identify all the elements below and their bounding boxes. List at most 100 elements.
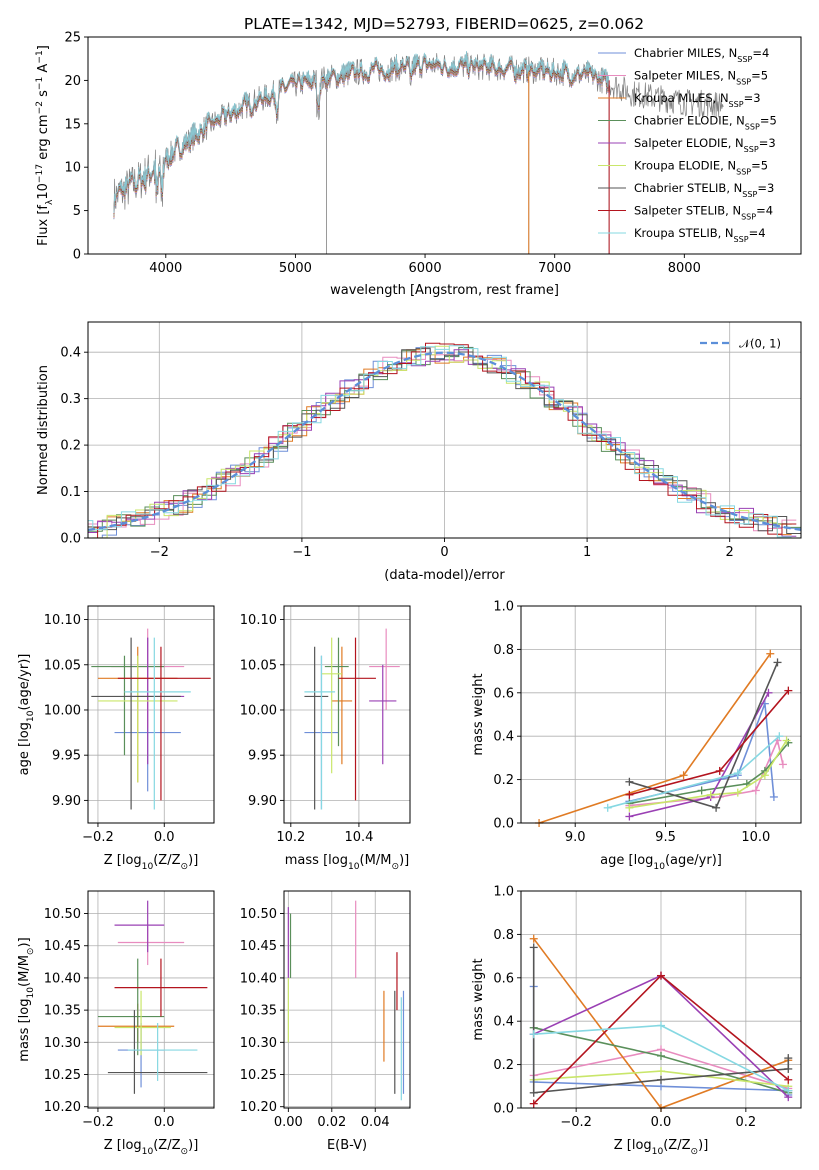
age-vs-mass-xlabel-part: mass [log — [285, 853, 348, 868]
residual-ylabel: Normed distribution — [36, 365, 51, 495]
y-tick-label: 0.8 — [493, 928, 514, 943]
histogram-kroupa-miles — [88, 346, 792, 536]
histogram-kroupa-stelib — [88, 345, 792, 538]
spectrum-frame: 4000 5000 6000 7000 8000 0 5 10 15 20 25 — [64, 31, 802, 276]
x-tick-label: 2 — [726, 545, 734, 560]
y-tick-label: 10.30 — [240, 1036, 277, 1051]
age-vs-mass-axes — [284, 606, 410, 823]
residual-xlabel: (data-model)/error — [384, 568, 505, 583]
histograms — [88, 342, 801, 538]
y-tick-label: 9.95 — [52, 749, 81, 764]
mass-weight-vs-z-xlabel-part: Z [log — [614, 1138, 652, 1153]
legend-label-part: SSP — [737, 55, 752, 64]
mass-vs-z-ylabel-part: )] — [17, 937, 32, 947]
legend-label-part: Kroupa MILES, N — [634, 91, 729, 105]
axes-frame — [283, 890, 411, 1109]
legend-label: Kroupa ELODIE, NSSP=5 — [634, 159, 768, 177]
y-tick-label: 0.8 — [493, 643, 514, 658]
legend-label-part: SSP — [736, 167, 751, 176]
spectrum-ylabel: Flux [fλ10−17 erg cm−2 s−1 A−1] — [35, 45, 55, 246]
y-tick-label: 10.10 — [44, 613, 81, 628]
legend-label-part: SSP — [742, 190, 757, 199]
x-tick-label: 0.2 — [736, 1115, 757, 1130]
y-tick-label: 0 — [73, 248, 81, 263]
y-tick-label: 10.40 — [240, 971, 277, 986]
y-tick-label: 0.2 — [493, 773, 514, 788]
y-tick-label: 1.0 — [493, 600, 514, 615]
age-vs-z-ylabel-part: (age/yr)] — [17, 654, 32, 711]
model-spectrum-kroupa-stelib — [113, 50, 610, 214]
y-tick-label: 10.00 — [44, 703, 81, 718]
legend-label-part: =5 — [760, 114, 777, 128]
spectrum-ylabel-part: −17 — [35, 164, 45, 183]
y-tick-label: 0.4 — [493, 1015, 514, 1030]
age-vs-z-points — [91, 628, 211, 810]
x-tick-label: −0.2 — [82, 830, 114, 845]
legend-label-part: =4 — [752, 46, 769, 60]
age-vs-mass-xlabel-part: 10 — [348, 862, 360, 872]
spectrum-ylabel-part: λ — [45, 199, 55, 205]
axes-frame — [87, 890, 215, 1109]
x-tick-label: −1 — [292, 545, 311, 560]
x-tick-label: 5000 — [279, 261, 312, 276]
series-line — [538, 653, 771, 824]
age-vs-z-ylabel-part: age [log — [17, 722, 32, 775]
mass-vs-z-ylabel-part: 10 — [26, 987, 36, 999]
y-tick-label: 10.35 — [240, 1004, 277, 1019]
legend-label-part: Salpeter MILES, N — [634, 69, 736, 83]
spectrum-ylabel-part: −1 — [35, 77, 45, 90]
age-vs-z-xlabel-part: (Z/Z — [153, 853, 180, 868]
x-tick-label: 10.2 — [276, 830, 305, 845]
age-vs-mass-frame: 10.2 10.4 9.90 9.95 10.00 10.05 10.10 — [240, 605, 411, 845]
age-vs-z-xlabel: Z [log10(Z/Z⊙)] — [104, 853, 199, 872]
x-tick-label: −2 — [150, 545, 169, 560]
x-tick-label: 0.0 — [154, 1115, 175, 1130]
y-tick-label: 10.25 — [240, 1068, 277, 1083]
legend-label-part: Chabrier ELODIE, N — [634, 114, 745, 128]
residual-legend: 𝒩(0, 1) — [700, 337, 781, 351]
y-tick-label: 0.2 — [493, 1058, 514, 1073]
y-tick-label: 20 — [64, 74, 81, 89]
residuals-frame: −2 −1 0 1 2 0.0 0.1 0.2 0.3 0.4 — [60, 321, 802, 560]
plot-layer: 4000 5000 6000 7000 80000510152025wavelength… — [17, 31, 802, 1157]
y-tick-label: 10.05 — [44, 658, 81, 673]
mass-vs-z-axes — [88, 891, 214, 1108]
y-tick-label: 10.25 — [44, 1068, 81, 1083]
mass-vs-z-xlabel-part: Z [log — [104, 1138, 142, 1153]
legend-label-part: Salpeter STELIB, N — [634, 204, 741, 218]
spectrum-ylabel-part: ] — [36, 45, 51, 50]
data-spectrum — [113, 52, 724, 220]
x-tick-label: 9.0 — [565, 830, 586, 845]
x-tick-label: 9.5 — [655, 830, 676, 845]
legend-label-part: Chabrier STELIB, N — [634, 181, 742, 195]
x-tick-label: −0.2 — [560, 1115, 592, 1130]
legend-label-part: SSP — [729, 100, 744, 109]
legend-label-part: SSP — [734, 235, 749, 244]
histogram-kroupa-elodie — [92, 345, 792, 538]
y-tick-label: 25 — [64, 31, 81, 46]
mass-vs-ebv-points — [287, 900, 405, 1101]
mass-weight-vs-z-xlabel-part: (Z/Z — [663, 1138, 690, 1153]
legend-label: Salpeter ELODIE, NSSP=3 — [634, 136, 776, 154]
mass-weight-vs-z-xlabel: Z [log10(Z/Z⊙)] — [614, 1138, 709, 1157]
y-tick-label: 10.20 — [44, 1100, 81, 1115]
y-tick-label: 10.35 — [44, 1004, 81, 1019]
mass-weight-vs-z-xlabel-part: )] — [698, 1138, 708, 1153]
y-tick-label: 10.20 — [240, 1100, 277, 1115]
legend-label: Chabrier STELIB, NSSP=3 — [634, 181, 774, 199]
spectrum-ylabel-part: A — [36, 64, 51, 77]
x-tick-label: 0.00 — [274, 1115, 303, 1130]
figure-title: PLATE=1342, MJD=52793, FIBERID=0625, z=0… — [244, 15, 644, 33]
y-tick-label: 10.50 — [44, 907, 81, 922]
legend-label: Kroupa MILES, NSSP=3 — [634, 91, 761, 109]
age-vs-z-xlabel-part: Z [log — [104, 853, 142, 868]
age-vs-mass-xlabel: mass [log10(M/M⊙)] — [285, 853, 409, 872]
axes-frame — [283, 605, 411, 824]
y-tick-label: 0.4 — [60, 346, 81, 361]
mass-vs-z-ylabel-part: mass [log — [17, 999, 32, 1062]
legend-label: Salpeter MILES, NSSP=5 — [634, 69, 768, 87]
x-tick-label: −0.2 — [82, 1115, 114, 1130]
mass-weight-vs-age-ylabel: mass weight — [471, 673, 486, 755]
y-tick-label: 0.3 — [60, 392, 81, 407]
